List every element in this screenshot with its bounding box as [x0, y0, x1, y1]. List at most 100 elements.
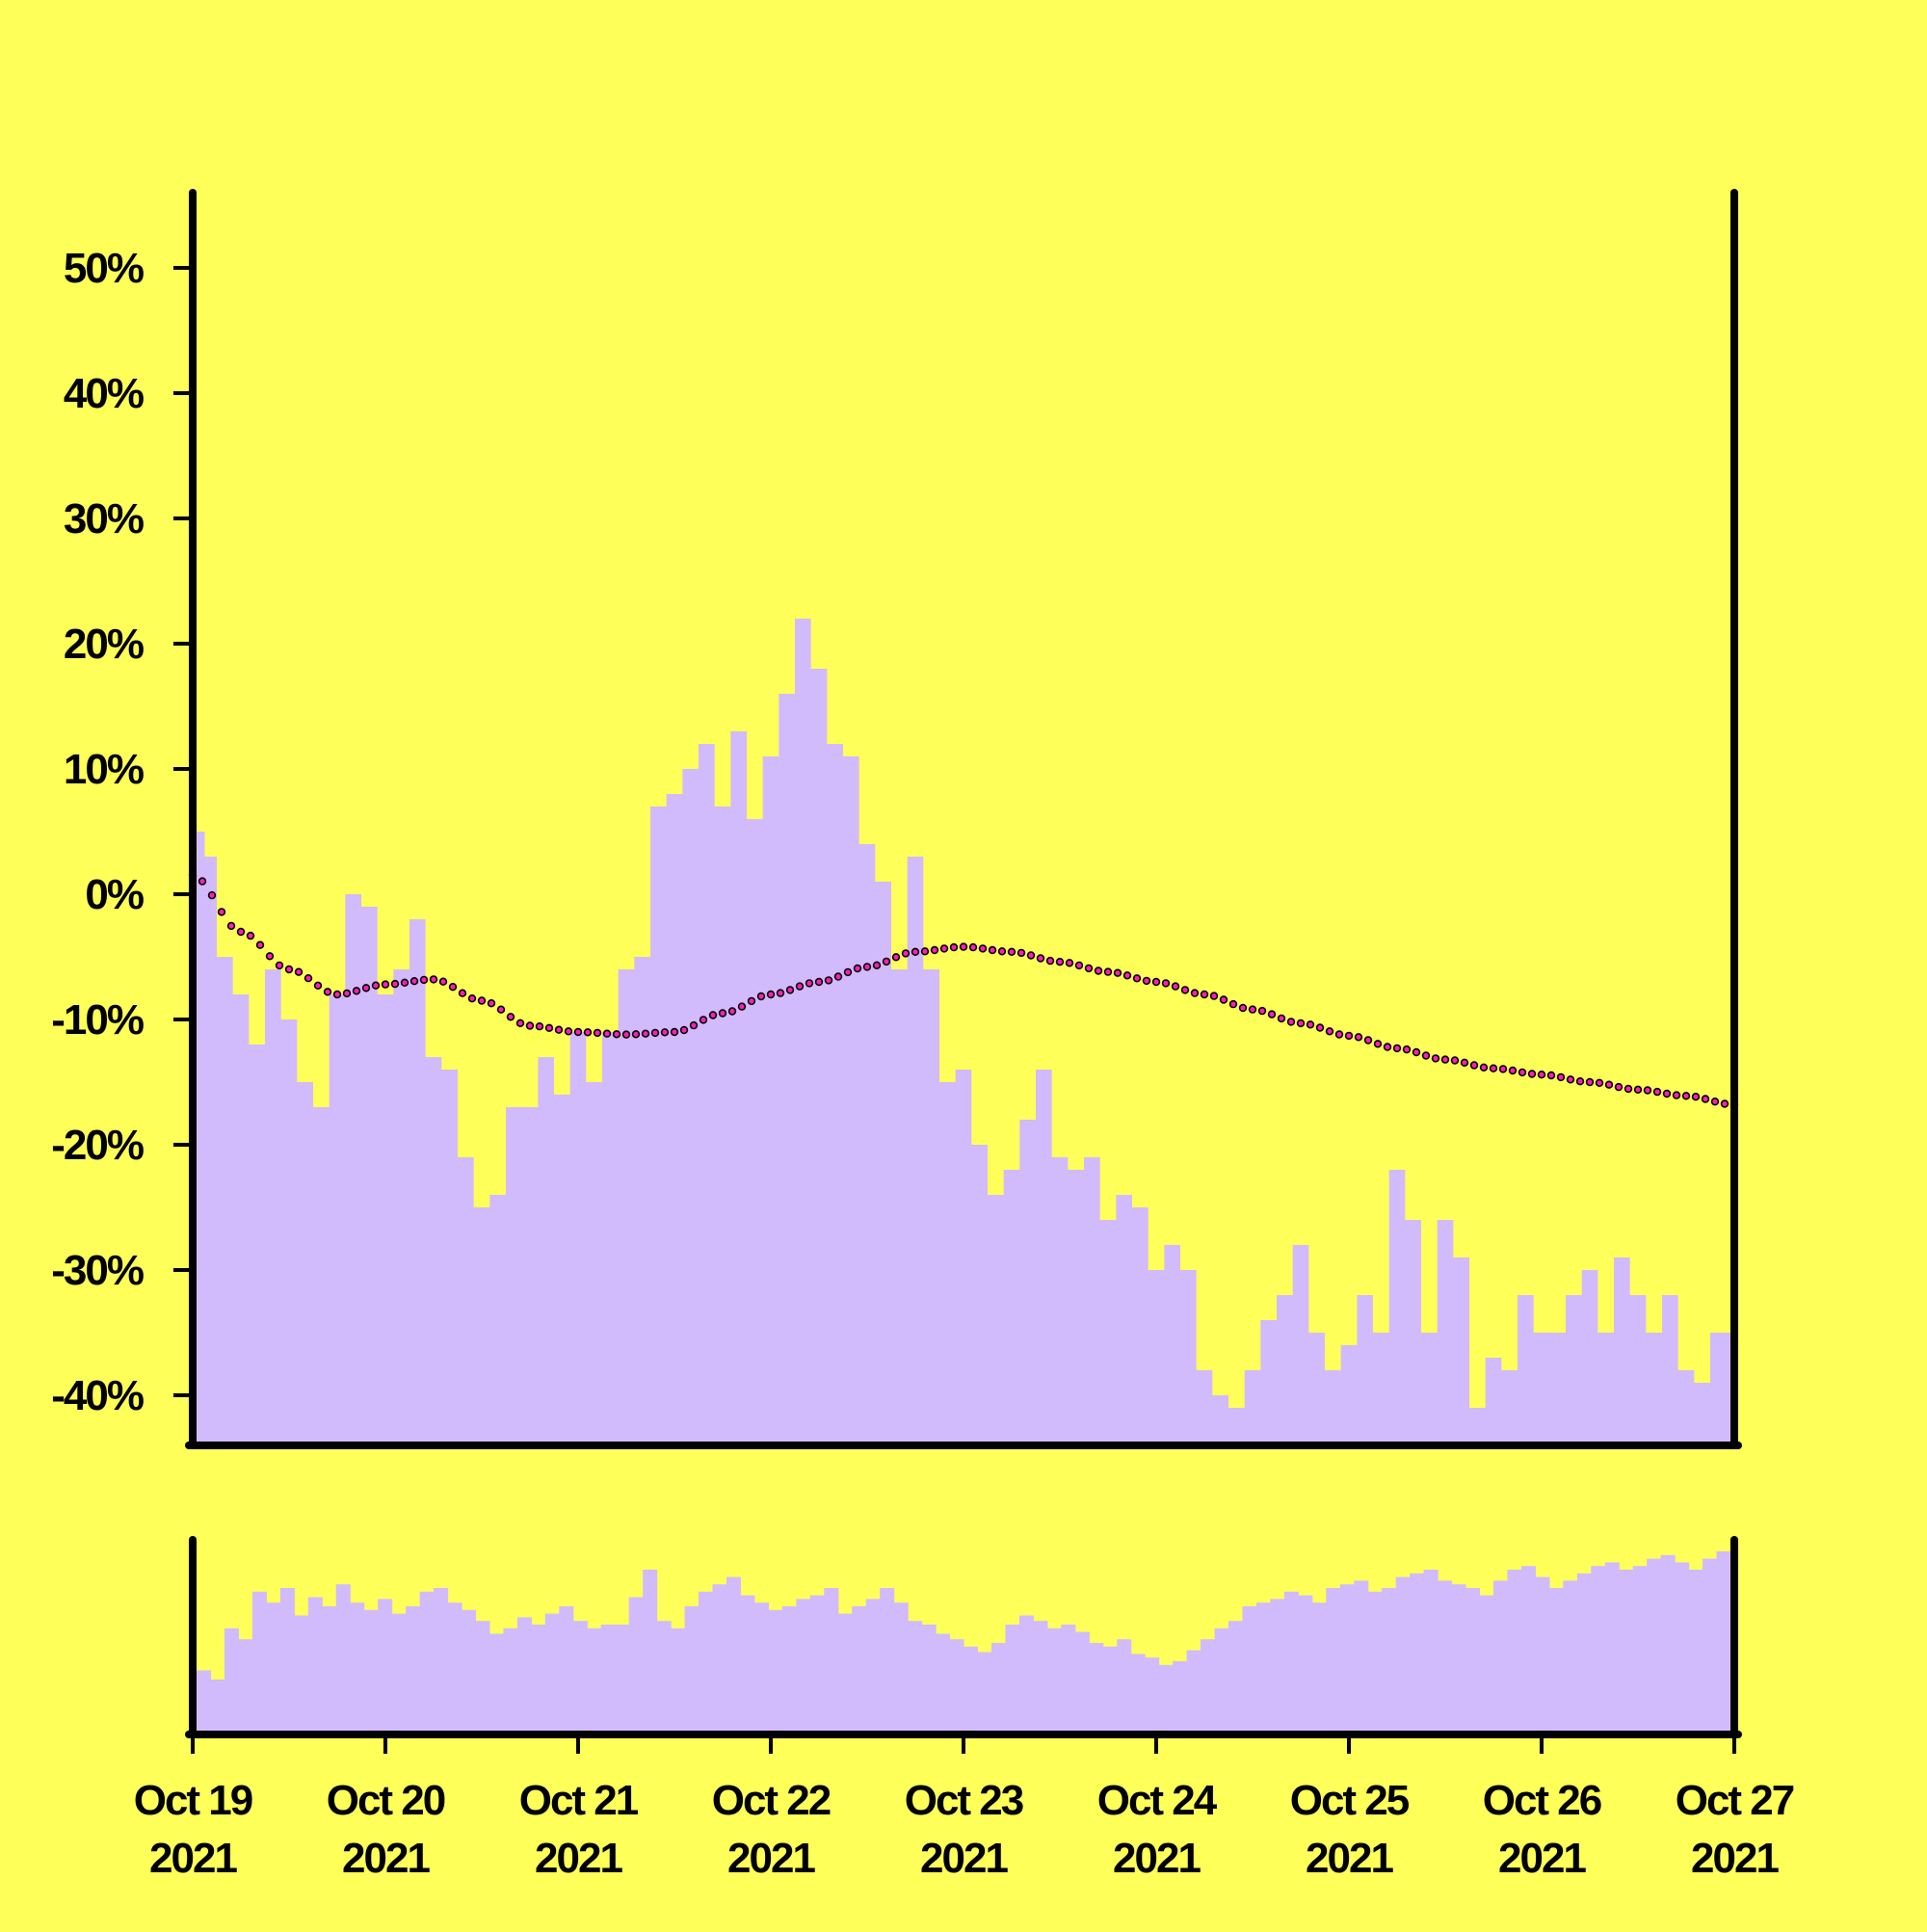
trend-dot [1556, 1072, 1566, 1082]
y-tick-label: 20% [64, 621, 144, 668]
trend-dot [1074, 961, 1084, 970]
volume-panel: Oct 19 2021 Oct 20 2021 Oct 21 2021 Oct 22 2021… [134, 1536, 1796, 1882]
y-tick-label: 10% [64, 746, 144, 793]
volume-bar [1339, 1584, 1355, 1734]
trend-dot [275, 961, 284, 970]
volume-bar [1227, 1621, 1244, 1734]
trend-dot [650, 1028, 660, 1038]
trend-dot [294, 967, 304, 976]
volume-bar [1576, 1573, 1592, 1734]
volume-bar [1173, 1661, 1188, 1734]
volume-bar [1604, 1562, 1620, 1734]
trend-dot [265, 952, 275, 961]
trend-dot [448, 982, 458, 992]
trend-dot [1527, 1070, 1537, 1078]
trend-dot [1151, 977, 1161, 987]
trend-dot [824, 976, 833, 985]
trend-dot [1209, 992, 1219, 1000]
trend-dot [1248, 1005, 1257, 1014]
x-tick-label: 2021 [1691, 1835, 1779, 1882]
trend-dot [1489, 1064, 1498, 1072]
volume-bar [1675, 1562, 1690, 1734]
trend-dot [1026, 951, 1036, 960]
trend-dot [477, 996, 487, 1005]
x-axis-ticks: Oct 19 2021 Oct 20 2021 Oct 21 2021 Oct 22 2021… [134, 1734, 1796, 1882]
trend-dot [313, 981, 323, 990]
volume-bar [1492, 1580, 1509, 1734]
trend-dot [544, 1023, 554, 1033]
volume-bar [516, 1617, 532, 1734]
trend-dot [1363, 1036, 1373, 1045]
volume-bar [322, 1606, 337, 1734]
volume-bar [768, 1609, 783, 1734]
trend-dot [1633, 1085, 1643, 1095]
trend-dot [1460, 1058, 1469, 1068]
volume-bar [1367, 1591, 1383, 1734]
volume-bar [1214, 1628, 1229, 1734]
volume-bar [712, 1584, 727, 1734]
trend-dot [381, 980, 390, 989]
volume-bar [1186, 1650, 1201, 1734]
volume-bar [224, 1628, 240, 1734]
trend-dot [467, 993, 477, 1003]
trend-dot [304, 973, 313, 983]
volume-bar [1283, 1591, 1299, 1734]
trend-dot [766, 990, 776, 999]
volume-bar [1479, 1595, 1494, 1734]
trend-dot [1643, 1086, 1652, 1095]
trend-dot [1065, 959, 1074, 967]
trend-dot [901, 949, 911, 958]
trend-dot [1585, 1077, 1595, 1087]
trend-dot [930, 945, 939, 955]
volume-bar [1089, 1643, 1104, 1734]
trend-dot [776, 989, 785, 997]
x-tick-label: Oct 21 [519, 1777, 639, 1824]
volume-bar [559, 1606, 574, 1734]
volume-bar [1145, 1657, 1160, 1734]
volume-bar [1201, 1639, 1216, 1734]
trend-dot [1440, 1055, 1450, 1064]
x-tick-label: 2021 [1306, 1835, 1393, 1882]
y-tick-label: 0% [85, 871, 143, 918]
trend-dot [496, 1005, 506, 1014]
volume-bar [1046, 1628, 1062, 1734]
volume-bar [1647, 1558, 1662, 1734]
trend-dot [236, 927, 246, 937]
y-tick-label: 40% [64, 370, 144, 417]
trend-dot [226, 921, 236, 931]
volume-bar [391, 1613, 407, 1734]
trend-dot [1306, 1020, 1315, 1029]
volume-bar [949, 1639, 964, 1734]
x-tick-label: 2021 [149, 1835, 237, 1882]
trend-dot [1614, 1082, 1623, 1092]
trend-dot [1402, 1045, 1412, 1054]
volume-bar [671, 1628, 686, 1734]
volume-bar [699, 1591, 714, 1734]
trend-dot [1045, 956, 1055, 966]
trend-dot [593, 1028, 602, 1038]
y-axis-ticks: -40% -30% -20% -10% 0% 10% 20% 30% 40% 50% [51, 245, 193, 1419]
trend-dot [670, 1027, 679, 1037]
trend-dot [795, 982, 805, 991]
x-tick-label: 2021 [727, 1835, 815, 1882]
trend-dot [1016, 948, 1026, 958]
volume-bar [1548, 1588, 1564, 1734]
volume-bar [781, 1606, 797, 1734]
trend-dot [332, 990, 342, 999]
volume-bar [1395, 1576, 1411, 1734]
x-tick-label: Oct 19 [134, 1777, 252, 1824]
volume-bar [1465, 1588, 1481, 1734]
trend-dot [1286, 1018, 1296, 1026]
volume-bar [238, 1639, 253, 1734]
volume-bar [251, 1591, 267, 1734]
volume-bar [977, 1652, 992, 1734]
trend-dot [853, 964, 862, 973]
trend-dot [1412, 1047, 1421, 1057]
trend-dot [1171, 982, 1180, 991]
volume-bar [1382, 1588, 1397, 1734]
trend-dot [1450, 1056, 1460, 1065]
trend-dot [949, 942, 959, 952]
trend-dot [882, 957, 891, 966]
volume-bar [740, 1595, 755, 1734]
